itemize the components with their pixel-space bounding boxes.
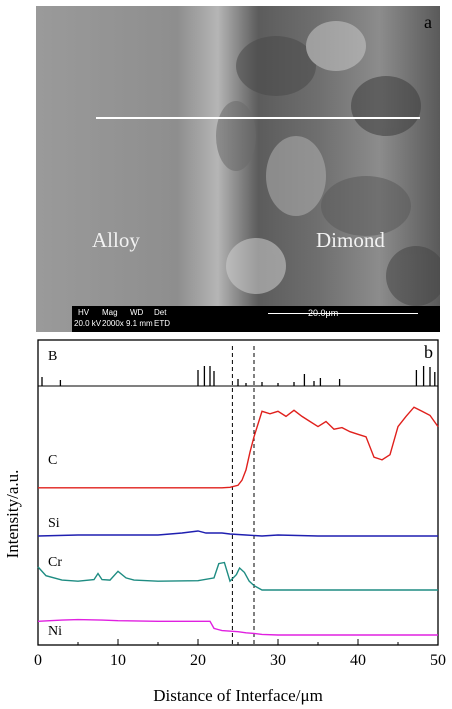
databar-wd-value: 9.1 mm — [126, 319, 153, 328]
line-scan-chart: B C Si Cr Ni 0 10 20 30 40 50 b Distance of Inter… — [3, 339, 446, 705]
series-label-c: C — [48, 453, 57, 468]
x-tick-label-10: 10 — [110, 652, 126, 669]
series-label-cr: Cr — [48, 555, 62, 570]
series-layer — [37, 366, 439, 636]
scale-bar-line — [268, 313, 418, 314]
interface-lines — [231, 346, 255, 645]
series-line-cr — [37, 561, 438, 591]
sem-databar: HV Mag WD Det 20.0 kV 2000x 9.1 mm ETD 2… — [72, 306, 440, 332]
series-line-c — [38, 406, 439, 489]
sem-micrograph: Alloy Dimond HV Mag WD Det 20.0 kV 2000x… — [36, 6, 440, 332]
panel-a-label: a — [424, 12, 432, 32]
series-label-si: Si — [48, 516, 60, 531]
x-tick-label-40: 40 — [350, 652, 366, 669]
databar-wd-header: WD — [130, 308, 144, 317]
x-axis-label: Distance of Interface/μm — [153, 686, 323, 705]
x-tick-label-30: 30 — [270, 652, 286, 669]
series-labels: B C Si Cr Ni — [48, 349, 62, 639]
x-tick-label-50: 50 — [430, 652, 446, 669]
sem-texture — [36, 6, 440, 332]
alloy-label: Alloy — [92, 228, 140, 252]
panel-b-label: b — [424, 342, 433, 362]
y-axis-label: Intensity/a.u. — [3, 470, 22, 559]
x-axis-ticks: 0 10 20 30 40 50 — [34, 639, 446, 669]
databar-det-value: ETD — [154, 319, 170, 328]
databar-mag-header: Mag — [102, 308, 118, 317]
series-line-ni — [37, 618, 438, 636]
series-label-b: B — [48, 349, 57, 364]
databar-hv-value: 20.0 kV — [74, 319, 102, 328]
databar-mag-value: 2000x — [102, 319, 124, 328]
x-tick-label-0: 0 — [34, 652, 42, 669]
databar-hv-header: HV — [78, 308, 90, 317]
databar-det-header: Det — [154, 308, 167, 317]
series-line-si — [37, 530, 438, 537]
sem-rough-region — [216, 21, 440, 306]
diamond-label: Dimond — [316, 228, 385, 252]
x-tick-label-20: 20 — [190, 652, 206, 669]
series-label-ni: Ni — [48, 624, 62, 639]
